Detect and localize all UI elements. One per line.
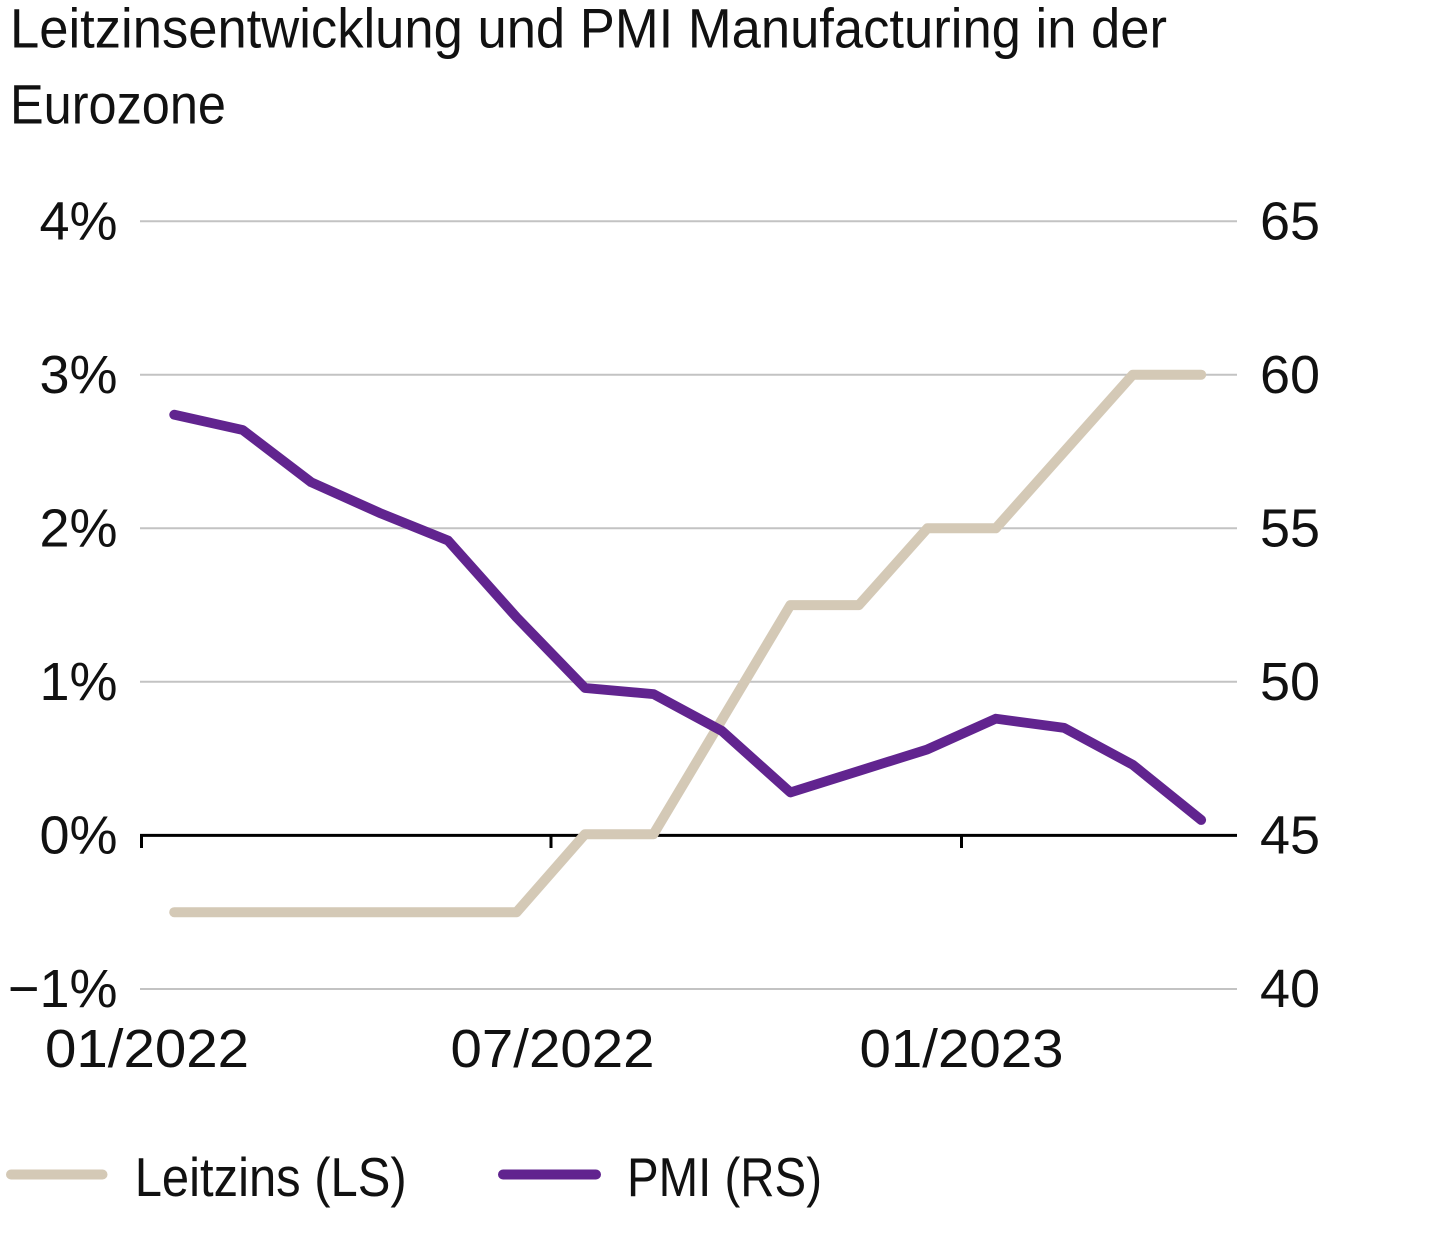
svg-text:40: 40: [1260, 959, 1320, 1019]
svg-text:Leitzins (LS): Leitzins (LS): [135, 1146, 407, 1208]
svg-text:Leitzinsentwicklung und PMI Ma: Leitzinsentwicklung und PMI Manufacturin…: [10, 0, 1167, 60]
svg-text:65: 65: [1260, 191, 1320, 251]
svg-text:4%: 4%: [39, 191, 117, 251]
svg-text:3%: 3%: [39, 345, 117, 405]
svg-text:01/2023: 01/2023: [860, 1019, 1064, 1079]
svg-text:45: 45: [1260, 806, 1320, 866]
svg-text:0%: 0%: [39, 806, 117, 866]
svg-text:01/2022: 01/2022: [45, 1019, 249, 1079]
svg-text:55: 55: [1260, 498, 1320, 558]
svg-text:−1%: −1%: [8, 959, 118, 1019]
svg-text:07/2022: 07/2022: [451, 1019, 655, 1079]
svg-text:1%: 1%: [39, 652, 117, 712]
svg-text:50: 50: [1260, 652, 1320, 712]
svg-text:PMI (RS): PMI (RS): [627, 1146, 822, 1208]
svg-text:60: 60: [1260, 345, 1320, 405]
svg-text:2%: 2%: [39, 498, 117, 558]
svg-text:Eurozone: Eurozone: [10, 73, 226, 136]
